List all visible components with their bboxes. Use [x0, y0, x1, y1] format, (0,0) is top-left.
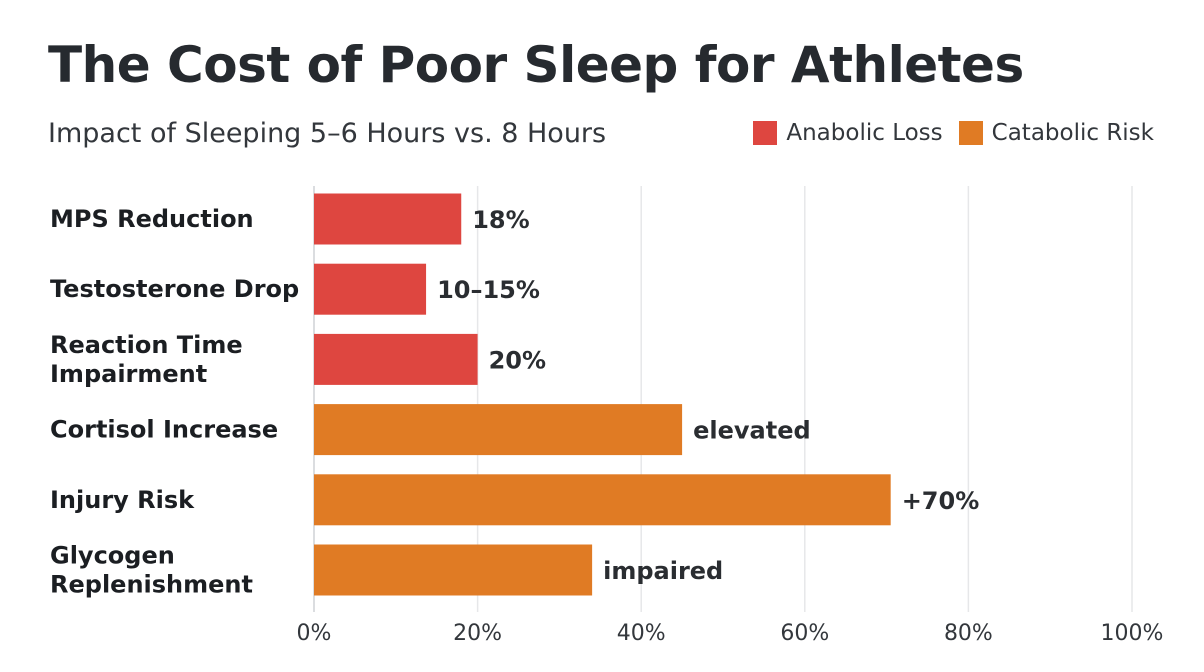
data-label: impaired [603, 557, 723, 585]
data-label: 20% [489, 346, 546, 374]
data-label: elevated [693, 417, 811, 445]
chart-title: The Cost of Poor Sleep for Athletes [48, 36, 1024, 94]
legend-label-catabolic-risk: Catabolic Risk [991, 120, 1154, 146]
data-label: +70% [902, 487, 980, 515]
category-label: Injury Risk [50, 486, 195, 514]
category-label: Glycogen Replenishment [50, 542, 253, 599]
x-tick-label: 40% [617, 621, 666, 646]
legend-item-anabolic-loss: Anabolic Loss [753, 120, 943, 146]
chart-subtitle: Impact of Sleeping 5–6 Hours vs. 8 Hours [48, 118, 607, 149]
bar [314, 193, 462, 245]
bar [314, 333, 478, 385]
legend-label-anabolic-loss: Anabolic Loss [786, 120, 943, 146]
bar [314, 404, 683, 456]
bar [314, 474, 891, 526]
chart-legend: Anabolic Loss Catabolic Risk [753, 120, 1154, 146]
x-tick-label: 20% [453, 621, 502, 646]
category-label: Testosterone Drop [50, 275, 299, 303]
data-label: 18% [472, 206, 529, 234]
legend-swatch-anabolic-loss [753, 121, 778, 145]
bar [314, 263, 427, 315]
x-tick-label: 80% [944, 621, 993, 646]
legend-item-catabolic-risk: Catabolic Risk [958, 120, 1154, 146]
x-tick-label: 100% [1101, 621, 1164, 646]
bar [314, 544, 593, 596]
category-label: Cortisol Increase [50, 416, 278, 444]
category-label: Reaction Time Impairment [50, 331, 243, 388]
legend-swatch-catabolic-risk [958, 121, 983, 145]
category-label: MPS Reduction [50, 205, 254, 233]
data-label: 10–15% [437, 276, 540, 304]
x-tick-label: 0% [297, 621, 332, 646]
x-tick-label: 60% [780, 621, 829, 646]
